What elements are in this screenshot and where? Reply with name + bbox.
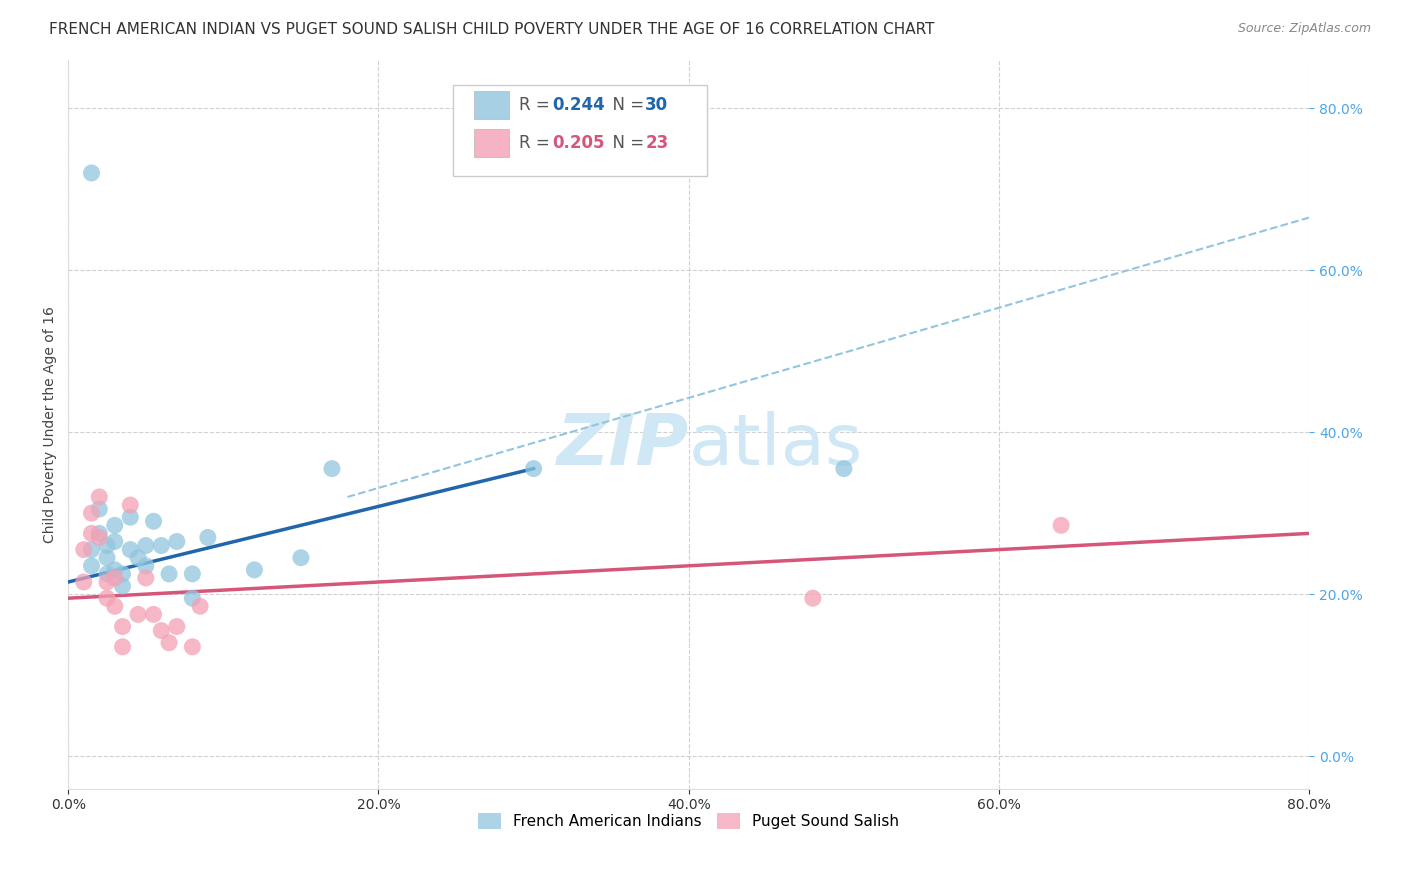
Point: [111, 619, 134, 633]
Point: [181, 566, 204, 581]
Text: 0.205: 0.205: [553, 134, 605, 152]
Point: [166, 534, 188, 549]
Text: N =: N =: [602, 95, 650, 114]
Point: [127, 550, 149, 565]
Point: [135, 539, 157, 553]
Point: [135, 558, 157, 573]
Text: FRENCH AMERICAN INDIAN VS PUGET SOUND SALISH CHILD POVERTY UNDER THE AGE OF 16 C: FRENCH AMERICAN INDIAN VS PUGET SOUND SA…: [49, 22, 935, 37]
Point: [181, 591, 204, 606]
Point: [142, 514, 165, 528]
Point: [89, 502, 111, 516]
Point: [96, 566, 118, 581]
Point: [80, 542, 103, 557]
Point: [120, 542, 142, 557]
Point: [104, 599, 127, 614]
Point: [120, 498, 142, 512]
Point: [73, 542, 96, 557]
Point: [89, 490, 111, 504]
Point: [104, 571, 127, 585]
Point: [120, 510, 142, 524]
Point: [188, 599, 211, 614]
Point: [166, 619, 188, 633]
FancyBboxPatch shape: [453, 85, 707, 177]
Text: R =: R =: [519, 134, 555, 152]
Point: [157, 566, 180, 581]
Point: [96, 550, 118, 565]
Y-axis label: Child Poverty Under the Age of 16: Child Poverty Under the Age of 16: [44, 306, 58, 542]
Point: [290, 550, 312, 565]
Text: R =: R =: [519, 95, 555, 114]
Point: [801, 591, 824, 606]
Point: [832, 461, 855, 475]
Point: [80, 526, 103, 541]
Point: [111, 579, 134, 593]
Point: [104, 518, 127, 533]
Point: [80, 166, 103, 180]
Point: [135, 571, 157, 585]
Point: [181, 640, 204, 654]
Text: Source: ZipAtlas.com: Source: ZipAtlas.com: [1237, 22, 1371, 36]
Point: [96, 574, 118, 589]
Point: [142, 607, 165, 622]
Point: [321, 461, 343, 475]
Point: [104, 563, 127, 577]
Point: [96, 539, 118, 553]
Point: [111, 640, 134, 654]
Point: [157, 636, 180, 650]
Point: [89, 531, 111, 545]
Point: [80, 506, 103, 520]
Point: [111, 566, 134, 581]
Point: [150, 624, 173, 638]
Text: 30: 30: [645, 95, 668, 114]
FancyBboxPatch shape: [474, 91, 509, 119]
Text: ZIP: ZIP: [557, 411, 689, 481]
Legend: French American Indians, Puget Sound Salish: French American Indians, Puget Sound Sal…: [472, 807, 905, 836]
Text: 23: 23: [645, 134, 669, 152]
Text: N =: N =: [602, 134, 650, 152]
Point: [104, 534, 127, 549]
Text: 0.244: 0.244: [553, 95, 605, 114]
Point: [89, 526, 111, 541]
Point: [96, 591, 118, 606]
Point: [80, 558, 103, 573]
Point: [73, 574, 96, 589]
Point: [197, 531, 219, 545]
Point: [243, 563, 266, 577]
Point: [127, 607, 149, 622]
Point: [1050, 518, 1073, 533]
Text: atlas: atlas: [689, 411, 863, 481]
Point: [523, 461, 546, 475]
FancyBboxPatch shape: [474, 128, 509, 157]
Point: [150, 539, 173, 553]
